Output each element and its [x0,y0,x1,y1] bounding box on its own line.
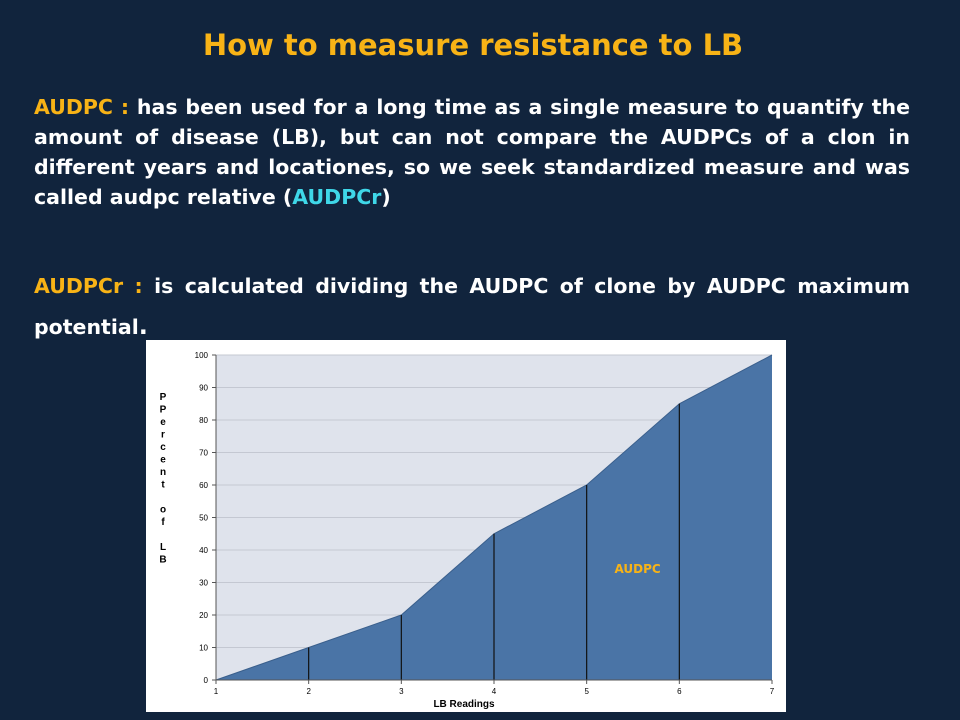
y-axis-label-char: e [160,417,166,428]
x-tick-label: 6 [677,687,682,696]
audpc-paragraph-end: ) [381,185,391,209]
audpcr-description: is calculated dividing the AUDPC of clon… [34,274,910,339]
y-axis-label-char: c [160,442,166,453]
audpcr-term: AUDPCr : [34,274,143,298]
audpc-description: has been used for a long time as a singl… [34,95,910,209]
audpc-area-label: AUDPC [614,562,660,576]
y-tick-label: 20 [199,611,208,620]
x-tick-label: 3 [399,687,404,696]
x-axis-label: LB Readings [433,699,495,710]
chart-svg: 0 10 20 30 40 50 60 70 80 90 100 1 2 3 4 5 6 7 LB Readings… [159,351,775,710]
y-tick-label: 50 [199,514,208,523]
y-tick-label: 90 [199,384,208,393]
y-tick-label: 40 [199,546,208,555]
y-axis-label-char: t [161,480,165,491]
y-axis-label-char: e [160,455,166,466]
slide-title: How to measure resistance to LB [202,28,744,62]
audpcr-highlight: AUDPCr [292,185,382,209]
y-axis-label-char: L [160,542,166,553]
audpcr-paragraph: AUDPCr : is calculated dividing the AUDP… [34,266,910,347]
y-tick-label: 70 [199,449,208,458]
y-axis-label-char: n [160,467,166,478]
x-tick-label: 7 [770,687,775,696]
x-tick-label: 1 [214,687,219,696]
audpc-area [216,355,772,680]
x-tick-label: 4 [492,687,497,696]
audpc-chart: 0 10 20 30 40 50 60 70 80 90 100 1 2 3 4 5 6 7 LB Readings… [146,340,786,712]
audpc-paragraph: AUDPC : has been used for a long time as… [34,92,910,212]
audpc-term: AUDPC : [34,95,130,119]
y-axis-label-char: P [160,392,167,403]
audpcr-paragraph-end: . [138,312,148,340]
y-tick-label: 30 [199,579,208,588]
y-axis-label-char: f [161,517,165,528]
y-tick-label: 100 [195,351,209,360]
y-tick-label: 10 [199,644,208,653]
x-tick-label: 2 [306,687,311,696]
y-tick-label: 60 [199,481,208,490]
y-tick-label: 80 [199,416,208,425]
y-tick-label: 0 [204,676,209,685]
y-axis-label-char: o [160,505,166,516]
x-tick-label: 5 [584,687,589,696]
y-axis-label-char: B [159,555,166,566]
y-axis-label-char: r [161,430,165,441]
y-axis-label-char: P [160,405,167,416]
